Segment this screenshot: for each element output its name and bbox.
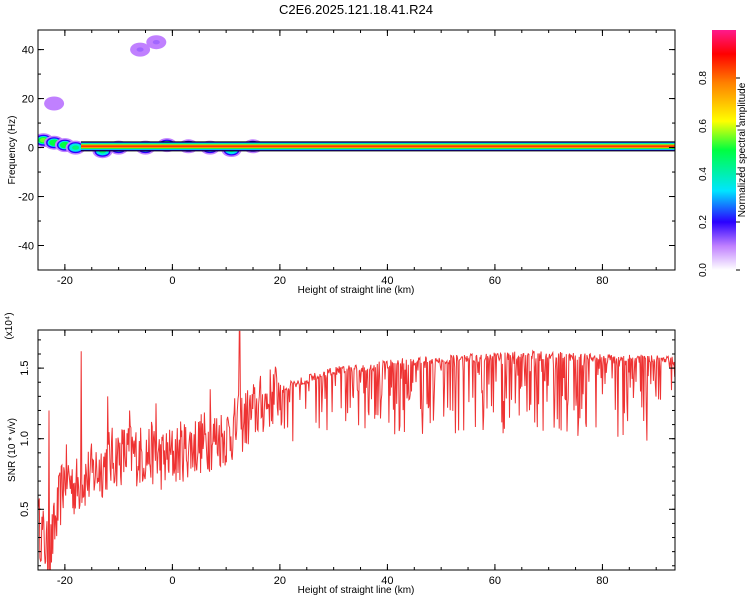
- snr-scale-label: (x10⁴): [4, 312, 15, 339]
- x-tick-label: 20: [274, 275, 286, 287]
- colorbar: 0.0 0.2 0.4 0.6 0.8 Normalized spectral ampl…: [698, 30, 748, 277]
- x-tick-label: 60: [489, 575, 501, 587]
- colorbar-ticks: 0.0 0.2 0.4 0.6 0.8: [698, 71, 740, 277]
- y-tick-label: 1.5: [19, 360, 31, 375]
- spectrogram-ylabel: Frequency (Hz): [7, 116, 18, 185]
- y-tick-label: 0.5: [19, 502, 31, 517]
- snr-xlabel: Height of straight line (km): [298, 585, 415, 596]
- chart-title: C2E6.2025.121.18.41.R24: [279, 2, 433, 17]
- y-tick-label: -40: [18, 241, 34, 253]
- colorbar-gradient: [712, 30, 736, 270]
- x-tick-label: -20: [57, 575, 73, 587]
- snr-series-line: [38, 330, 675, 570]
- colorbar-tick-label: 0.6: [698, 119, 709, 133]
- colorbar-label: Normalized spectral amplitude: [737, 82, 748, 217]
- spectrogram-data: [38, 35, 675, 159]
- spectrogram-panel: -20 0 20 40 60 80 -40 -20 0 20 40 Height of straig…: [7, 29, 676, 296]
- spectrogram-frame: [37, 29, 676, 271]
- snr-panel: -20 0 20 40 60 80 0.5 1.0 1.5 (x10⁴) Height of s…: [4, 312, 676, 596]
- x-tick-label: 60: [489, 275, 501, 287]
- spectrogram-blob: [50, 101, 58, 106]
- y-tick-label: 0: [28, 143, 34, 155]
- spectrogram-blob: [152, 40, 160, 45]
- x-tick-label: -20: [57, 275, 73, 287]
- colorbar-tick-label: 0.2: [698, 215, 709, 229]
- snr-data: [38, 330, 675, 570]
- colorbar-tick-label: 0.8: [698, 71, 709, 85]
- snr-axes: -20 0 20 40 60 80 0.5 1.0 1.5: [19, 330, 675, 587]
- snr-ylabel: SNR (10 * v/v): [7, 418, 18, 482]
- colorbar-tick-label: 0.0: [698, 263, 709, 277]
- x-tick-label: 80: [596, 275, 608, 287]
- y-tick-label: -20: [18, 192, 34, 204]
- y-tick-label: 40: [22, 45, 34, 57]
- y-tick-label: 20: [22, 94, 34, 106]
- x-tick-label: 0: [169, 275, 175, 287]
- colorbar-tick-label: 0.4: [698, 167, 709, 181]
- x-tick-label: 80: [596, 575, 608, 587]
- spectrogram-xlabel: Height of straight line (km): [298, 285, 415, 296]
- x-tick-label: 40: [381, 275, 393, 287]
- y-tick-label: 1.0: [19, 431, 31, 446]
- spectrogram-blob: [136, 47, 144, 52]
- x-tick-label: 40: [381, 575, 393, 587]
- spectrogram-blob: [72, 145, 80, 150]
- spectrogram-band: [81, 145, 675, 148]
- spectrogram-axes: -20 0 20 40 60 80 -40 -20 0 20 40: [18, 30, 675, 287]
- x-tick-label: 0: [169, 575, 175, 587]
- snr-frame: [37, 329, 676, 571]
- x-tick-label: 20: [274, 575, 286, 587]
